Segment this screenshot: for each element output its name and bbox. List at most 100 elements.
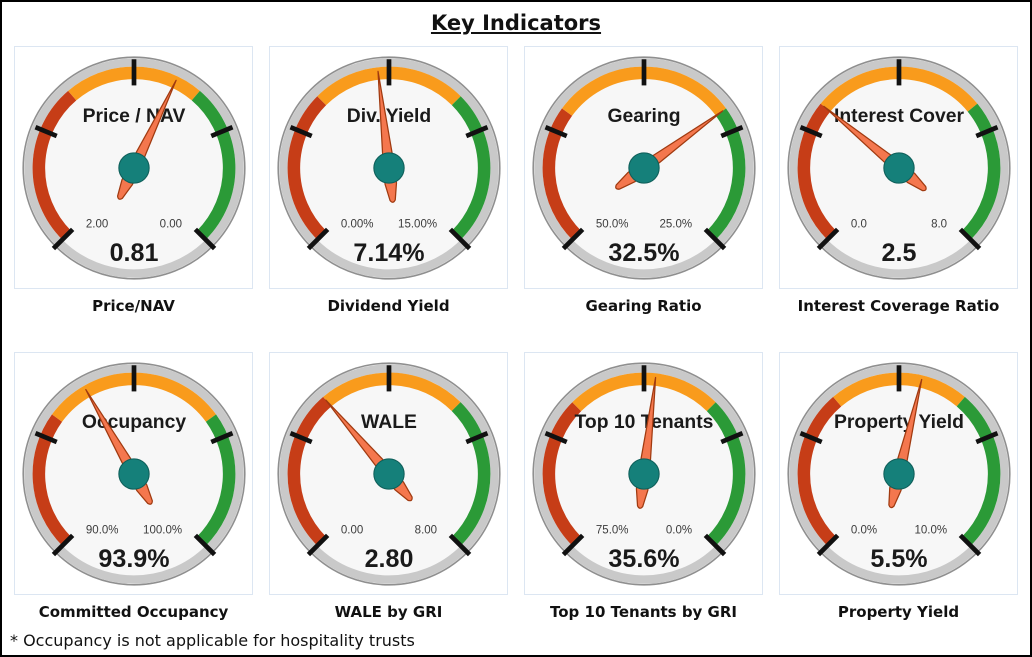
gauge-scale-max: 25.0% bbox=[659, 218, 692, 230]
gauge-scale-min: 0.0% bbox=[850, 524, 876, 536]
gauge-scale-max: 0.0% bbox=[665, 524, 691, 536]
gauge-panel: Property Yield 0.0% 10.0% 5.5% bbox=[779, 352, 1018, 595]
gauge-hub bbox=[117, 151, 150, 184]
gauge-tick bbox=[719, 124, 743, 138]
gauge-hub bbox=[882, 457, 915, 490]
gauge-tick bbox=[816, 227, 839, 250]
gauge-tick bbox=[799, 430, 823, 444]
gauge-scale-min: 50.0% bbox=[595, 218, 628, 230]
gauge-hub bbox=[627, 151, 660, 184]
gauge-row-top: Price / NAV 2.00 0.00 0.81 Div. Yield 0.00% 15… bbox=[14, 46, 1018, 289]
gauge-tick bbox=[51, 227, 74, 250]
gauge-scale-min: 90.0% bbox=[85, 524, 118, 536]
gauge-panel: Gearing 50.0% 25.0% 32.5% bbox=[524, 46, 763, 289]
gauge-panel: Price / NAV 2.00 0.00 0.81 bbox=[14, 46, 253, 289]
gauge-tick bbox=[544, 124, 568, 138]
gauge-zone-red bbox=[32, 90, 76, 240]
gauge-value: 5.5% bbox=[870, 545, 927, 573]
gauge-tick bbox=[306, 227, 329, 250]
gauge-tick bbox=[193, 227, 216, 250]
gauge-scale-min: 0.0 bbox=[850, 218, 866, 230]
gauge-tick bbox=[464, 124, 488, 138]
gauge-tick bbox=[561, 533, 584, 556]
gauge-hub bbox=[117, 457, 150, 490]
gauge-panel: Div. Yield 0.00% 15.00% 7.14% bbox=[269, 46, 508, 289]
gauge-value: 2.5 bbox=[881, 239, 916, 267]
gauge-value: 32.5% bbox=[608, 239, 679, 267]
gauge-zone-red bbox=[287, 396, 331, 546]
gauge-tick bbox=[703, 227, 726, 250]
gauge-zone-red bbox=[542, 107, 581, 240]
gauge-value: 0.81 bbox=[109, 239, 158, 267]
gauge-caption: Top 10 Tenants by GRI bbox=[550, 603, 737, 621]
gauge-zone-orange bbox=[322, 372, 461, 411]
gauge-title: Div. Yield bbox=[346, 105, 431, 127]
gauge-chart: WALE 0.00 8.002.80 bbox=[276, 361, 501, 586]
gauge-chart: Price / NAV 2.00 0.000.81 bbox=[21, 55, 246, 280]
caption-row-top: Price/NAV Dividend Yield Gearing Ratio Inte… bbox=[14, 289, 1018, 319]
gauge-scale-max: 15.00% bbox=[398, 218, 437, 230]
gauge-panel: Occupancy 90.0% 100.0% 93.9% bbox=[14, 352, 253, 595]
gauge-tick bbox=[34, 124, 58, 138]
gauge-chart: Interest Cover 0.0 8.0 2.5 bbox=[786, 55, 1011, 280]
gauge-title: Property Yield bbox=[834, 411, 964, 433]
gauge-caption: Dividend Yield bbox=[327, 297, 450, 315]
gauge-scale-max: 100.0% bbox=[143, 524, 182, 536]
gauge-tick bbox=[448, 227, 471, 250]
gauge-zone-red bbox=[542, 401, 581, 546]
gauge-zone-red bbox=[797, 396, 841, 546]
gauge-panel: Interest Cover 0.0 8.0 2.5 bbox=[779, 46, 1018, 289]
gauge-tick bbox=[816, 533, 839, 556]
gauge-scale-max: 0.00 bbox=[159, 218, 181, 230]
gauge-tick bbox=[193, 533, 216, 556]
gauge-chart: Div. Yield 0.00% 15.00% 7.14% bbox=[276, 55, 501, 280]
gauge-scale-max: 8.00 bbox=[414, 524, 436, 536]
gauge-row-bottom: Occupancy 90.0% 100.0% 93.9% WALE 0.00 8.00 2.8… bbox=[14, 352, 1018, 595]
gauge-tick bbox=[974, 430, 998, 444]
gauge-chart: Top 10 Tenants 75.0% 0.0% 35.6% bbox=[531, 361, 756, 586]
gauge-scale-min: 0.00% bbox=[340, 218, 373, 230]
gauge-title: Gearing bbox=[607, 105, 680, 127]
gauge-tick bbox=[209, 430, 233, 444]
gauge-tick bbox=[958, 533, 981, 556]
gauge-scale-max: 10.0% bbox=[914, 524, 947, 536]
gauge-tick bbox=[561, 227, 584, 250]
gauge-panel: Top 10 Tenants 75.0% 0.0% 35.6% bbox=[524, 352, 763, 595]
gauge-zone-green bbox=[956, 396, 1000, 546]
gauge-hub bbox=[372, 151, 405, 184]
gauge-tick bbox=[544, 430, 568, 444]
gauge-tick bbox=[974, 124, 998, 138]
gauge-tick bbox=[448, 533, 471, 556]
gauge-tick bbox=[34, 430, 58, 444]
gauge-tick bbox=[289, 430, 313, 444]
gauge-scale-min: 75.0% bbox=[595, 524, 628, 536]
gauge-value: 7.14% bbox=[353, 239, 424, 267]
gauge-panel: WALE 0.00 8.00 2.80 bbox=[269, 352, 508, 595]
gauge-tick bbox=[799, 124, 823, 138]
gauge-hub bbox=[372, 457, 405, 490]
gauge-caption: WALE by GRI bbox=[334, 603, 443, 621]
gauge-tick bbox=[209, 124, 233, 138]
gauge-value: 35.6% bbox=[608, 545, 679, 573]
gauge-tick bbox=[51, 533, 74, 556]
gauge-caption: Gearing Ratio bbox=[585, 297, 702, 315]
footnote: * Occupancy is not applicable for hospit… bbox=[10, 631, 415, 650]
gauge-chart: Gearing 50.0% 25.0% 32.5% bbox=[531, 55, 756, 280]
gauge-zone-green bbox=[706, 107, 745, 240]
gauge-caption: Committed Occupancy bbox=[38, 603, 229, 621]
gauge-zone-red bbox=[797, 103, 836, 240]
gauge-zone-green bbox=[451, 95, 490, 240]
gauge-hub bbox=[627, 457, 660, 490]
gauge-chart: Property Yield 0.0% 10.0% 5.5% bbox=[786, 361, 1011, 586]
row-spacer bbox=[14, 319, 1018, 352]
gauge-zone-red bbox=[32, 413, 71, 546]
gauge-tick bbox=[958, 227, 981, 250]
gauge-title: Price / NAV bbox=[82, 105, 185, 127]
page-title: Key Indicators bbox=[430, 11, 602, 35]
gauge-value: 93.9% bbox=[98, 545, 169, 573]
gauge-caption: Property Yield bbox=[837, 603, 960, 621]
gauge-scale-max: 8.0 bbox=[931, 218, 947, 230]
gauge-caption: Price/NAV bbox=[92, 297, 175, 315]
